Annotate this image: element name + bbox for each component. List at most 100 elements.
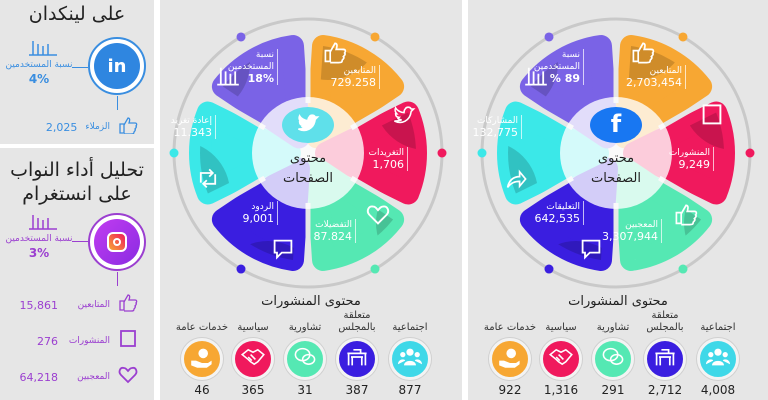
linkedin-stat-colleagues: الزملاء 2,025	[46, 116, 138, 138]
petal-value: 3,307,944	[602, 230, 658, 243]
petal	[497, 101, 609, 205]
linkedin-title: على لينكدان	[28, 3, 126, 25]
petal-stat: المشاركات 132,775	[473, 115, 522, 139]
petal	[315, 101, 427, 205]
twitter-icon	[392, 106, 416, 131]
center-circle	[560, 97, 672, 209]
petal-stat: نسبة المستخدمين 18%	[216, 49, 278, 85]
bar-chart-icon	[28, 38, 58, 56]
petal-stat: المعجبين 3,307,944	[602, 219, 662, 243]
category-value: 31	[297, 383, 313, 397]
petal-label: المتابعين	[343, 66, 376, 76]
thumbs-up-icon	[118, 116, 138, 138]
square-icon	[700, 104, 724, 131]
center-circle	[252, 97, 364, 209]
linkedin-icon: in	[94, 43, 140, 89]
twitter-logo-icon	[296, 111, 320, 137]
petal-value: 11.343	[173, 126, 213, 139]
category-label: سياسية	[545, 322, 577, 333]
ring-dot	[236, 32, 246, 42]
ring-dot	[678, 32, 688, 42]
category-circle	[644, 338, 686, 380]
ring-dot	[236, 264, 246, 274]
petal-label: التفضيلات	[315, 220, 352, 230]
people-icon	[398, 345, 422, 373]
ring-dot	[544, 264, 554, 274]
petal-value: 18%	[247, 72, 274, 85]
category-value: 922	[498, 383, 522, 397]
category-circle	[592, 338, 634, 380]
petal-value: 87.824	[313, 230, 353, 243]
left-panel: على لينكدان in نسبة المستخدمين 4% الزملا…	[0, 0, 154, 400]
category-circle	[389, 338, 431, 380]
linkedin-users-label: نسبة المستخدمين	[5, 60, 73, 70]
petal-label: المشاركات	[476, 116, 518, 126]
speech-bubble-icon	[271, 239, 295, 265]
category-value: 46	[194, 383, 210, 397]
linkedin-users-value: 4%	[28, 72, 50, 86]
retweet-icon	[196, 168, 220, 195]
speech-bubble-icon	[579, 239, 603, 265]
category-label: اجتماعية	[392, 322, 428, 333]
parliament-icon	[345, 345, 369, 373]
bar-chart-icon	[28, 212, 58, 230]
category-label: تشاورية	[288, 322, 322, 333]
category-item: خدمات عامة 922	[482, 308, 538, 397]
category-value: 291	[601, 383, 625, 397]
chat-icon	[601, 345, 625, 373]
category-circle	[284, 338, 326, 380]
gear-hand-icon	[498, 345, 522, 373]
petal-label: التغريدات	[368, 148, 404, 158]
category-item: سياسية 1,316	[533, 308, 589, 397]
category-item: اجتماعية 4,008	[690, 308, 746, 397]
category-label: سياسية	[237, 322, 269, 333]
category-item: متعلقة بالمجلس 2,712	[637, 308, 693, 397]
petal-label: الردود	[251, 202, 274, 212]
instagram-title-1: تحليل أداء النواب	[10, 159, 144, 181]
chat-icon	[293, 345, 317, 373]
twitter-panel: محتوى الصفحات المتابعين 729.258 التغريدات 1,7…	[160, 0, 462, 400]
ring-dot	[370, 264, 380, 274]
facebook-panel: f محتوى الصفحات المتابعين 2,703,454 المنشورات…	[468, 0, 768, 400]
petal	[623, 101, 735, 205]
instagram-stat: المتابعين 15,861	[20, 293, 139, 317]
category-circle	[540, 338, 582, 380]
category-circle	[181, 338, 223, 380]
category-value: 877	[398, 383, 422, 397]
petal-stat: المتابعين 729.258	[331, 65, 380, 89]
petal-label: المعجبين	[625, 220, 658, 230]
category-circle	[697, 338, 739, 380]
share-icon	[504, 169, 528, 195]
category-item: اجتماعية 877	[382, 308, 438, 397]
petal-diagram	[169, 17, 447, 289]
category-circle	[336, 338, 378, 380]
ring-dot	[678, 264, 688, 274]
heart-icon	[118, 365, 138, 389]
category-item: متعلقة بالمجلس 387	[329, 308, 385, 397]
category-label: اجتماعية	[700, 322, 736, 333]
center-label: محتوى الصفحات	[590, 151, 641, 186]
ring-dot	[437, 148, 447, 158]
people-icon	[706, 345, 730, 373]
heart-icon	[366, 205, 390, 231]
petal-value: 1,706	[372, 158, 405, 171]
category-label: خدمات عامة	[175, 322, 229, 333]
ring-dot	[169, 148, 179, 158]
petal-label: المنشورات	[668, 148, 710, 158]
instagram-icon	[94, 219, 140, 265]
gear-hand-icon	[190, 345, 214, 373]
petal-label: نسبة المستخدمين	[227, 50, 274, 72]
facebook-logo-icon: f	[610, 110, 622, 138]
ring-dot	[544, 32, 554, 42]
ring-dot	[370, 32, 380, 42]
category-item: تشاورية 291	[585, 308, 641, 397]
petal-stat: التغريدات 1,706	[369, 147, 408, 171]
petal-stat: التعليقات 642,535	[535, 201, 584, 225]
category-label: خدمات عامة	[483, 322, 537, 333]
category-value: 1,316	[543, 383, 579, 397]
petal-label: المتابعين	[649, 66, 682, 76]
category-item: خدمات عامة 46	[174, 308, 230, 397]
petal-label: إعادة تغريد	[170, 116, 212, 126]
petal-stat: نسبة المستخدمين 89 %	[522, 49, 584, 85]
square-icon	[118, 329, 138, 353]
